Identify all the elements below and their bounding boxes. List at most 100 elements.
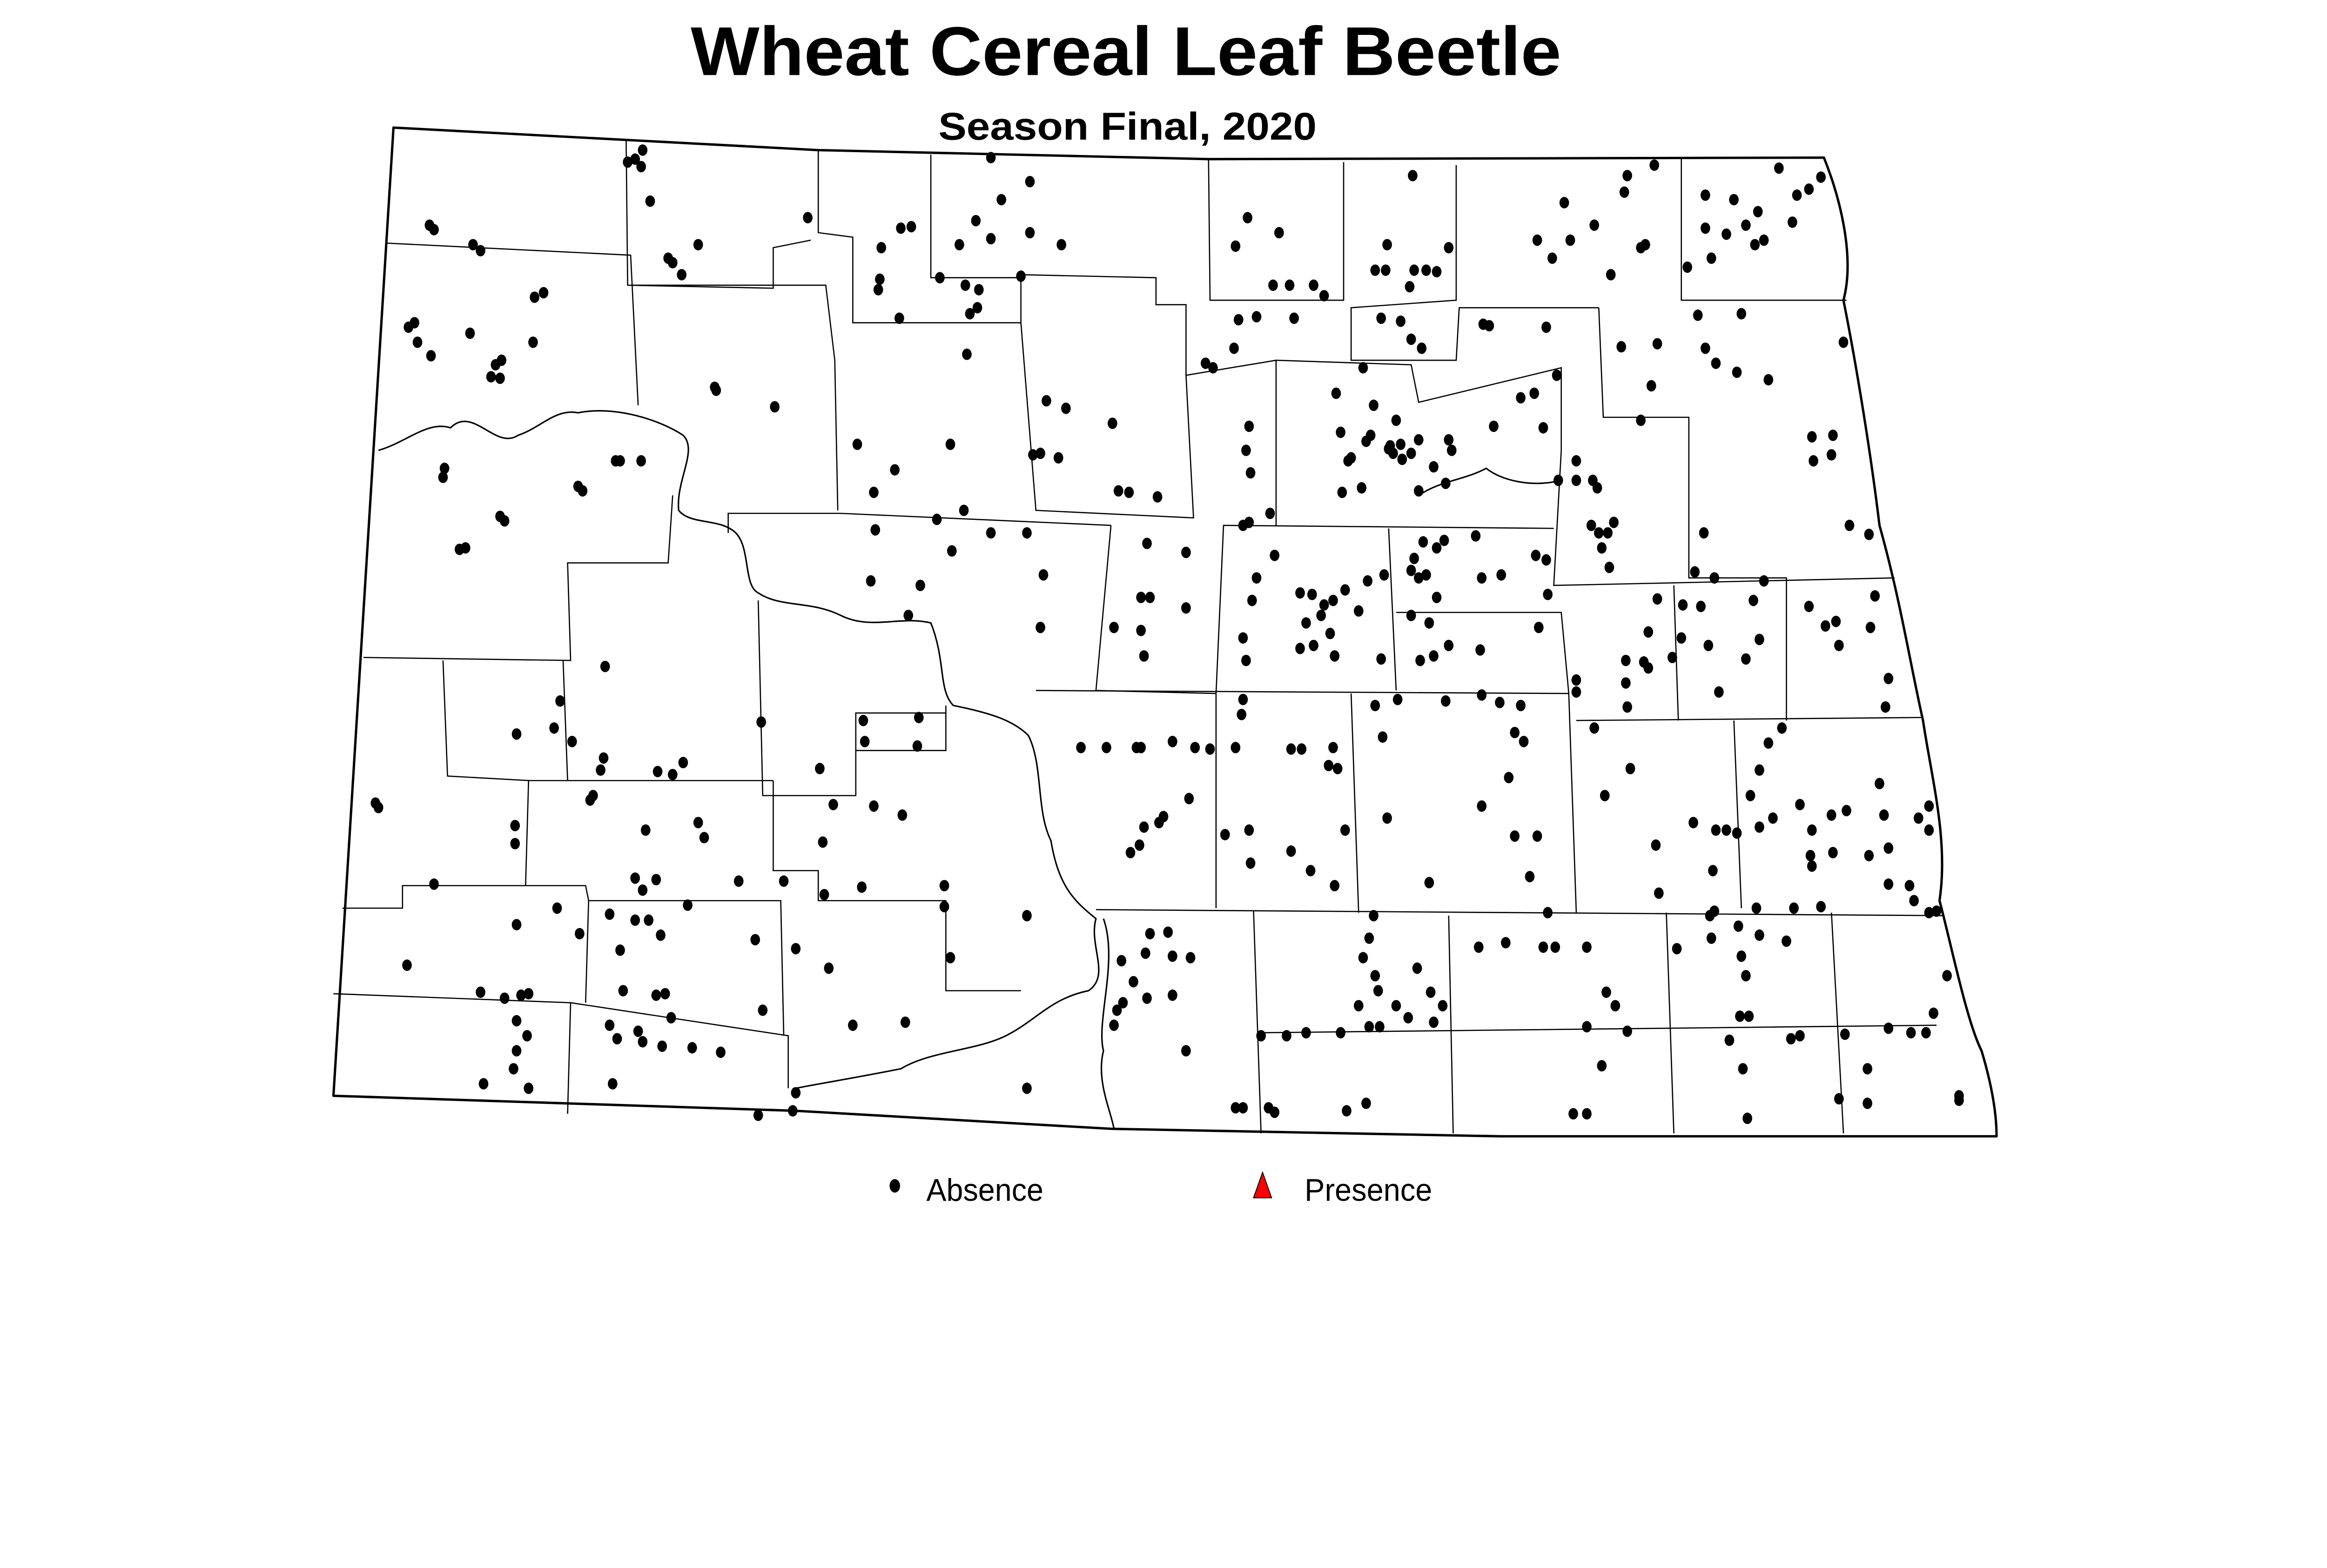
absence-marker bbox=[1924, 907, 1934, 919]
absence-marker bbox=[1541, 321, 1551, 333]
absence-marker bbox=[1759, 575, 1769, 587]
absence-marker bbox=[439, 463, 450, 474]
absence-marker bbox=[1909, 895, 1919, 907]
absence-marker bbox=[429, 224, 439, 236]
absence-marker bbox=[1251, 572, 1262, 584]
absence-marker bbox=[1606, 269, 1616, 281]
absence-marker bbox=[1735, 1010, 1745, 1022]
absence-marker bbox=[1828, 847, 1838, 859]
absence-marker bbox=[1782, 935, 1791, 947]
absence-marker bbox=[1604, 561, 1614, 573]
absence-marker bbox=[1688, 817, 1698, 828]
absence-marker bbox=[511, 1045, 522, 1057]
absence-marker bbox=[1826, 809, 1836, 821]
absence-marker bbox=[633, 1025, 643, 1037]
absence-marker bbox=[555, 695, 565, 707]
absence-marker bbox=[1714, 686, 1724, 698]
absence-marker bbox=[1053, 452, 1063, 464]
absence-marker bbox=[495, 372, 505, 384]
absence-marker bbox=[1792, 189, 1802, 201]
legend-label-presence: Presence bbox=[1305, 1173, 1432, 1208]
absence-marker bbox=[1700, 222, 1710, 234]
absence-marker bbox=[1353, 605, 1364, 617]
absence-marker bbox=[373, 801, 383, 814]
absence-marker bbox=[1340, 824, 1350, 836]
absence-marker bbox=[1184, 793, 1194, 805]
absence-marker bbox=[522, 1030, 532, 1042]
survey-markers bbox=[370, 144, 1964, 1124]
absence-marker bbox=[1112, 1004, 1122, 1016]
absence-marker bbox=[860, 735, 870, 747]
absence-marker bbox=[1510, 727, 1520, 739]
absence-marker bbox=[758, 1004, 768, 1016]
absence-marker bbox=[1552, 370, 1562, 381]
absence-marker bbox=[960, 279, 970, 291]
absence-marker bbox=[1550, 941, 1560, 953]
absence-marker bbox=[1429, 650, 1439, 662]
absence-marker bbox=[939, 901, 949, 913]
absence-marker bbox=[1421, 569, 1431, 581]
absence-marker bbox=[1744, 1010, 1754, 1022]
absence-marker bbox=[1652, 593, 1662, 605]
absence-marker bbox=[1139, 650, 1149, 662]
absence-marker bbox=[1391, 1000, 1401, 1012]
absence-marker bbox=[1325, 627, 1335, 639]
presence-symbol-icon bbox=[1253, 1171, 1272, 1198]
absence-marker bbox=[1238, 1102, 1248, 1114]
absence-marker bbox=[1696, 600, 1706, 612]
absence-marker bbox=[962, 348, 972, 360]
absence-marker bbox=[516, 989, 526, 1001]
absence-marker bbox=[869, 800, 879, 812]
absence-marker bbox=[1954, 1094, 1964, 1106]
absence-marker bbox=[1533, 621, 1544, 633]
absence-marker bbox=[848, 1019, 858, 1031]
absence-marker bbox=[1145, 592, 1155, 603]
absence-marker bbox=[1154, 817, 1164, 828]
absence-marker bbox=[1289, 312, 1299, 324]
absence-marker bbox=[1706, 252, 1716, 264]
absence-marker bbox=[1742, 1112, 1752, 1124]
absence-marker bbox=[914, 712, 924, 723]
absence-marker bbox=[1409, 264, 1419, 276]
absence-marker bbox=[644, 914, 654, 926]
absence-marker bbox=[1586, 519, 1596, 532]
absence-marker bbox=[615, 455, 625, 467]
absence-marker bbox=[615, 944, 625, 956]
absence-marker bbox=[1805, 850, 1816, 861]
absence-marker bbox=[528, 336, 538, 348]
absence-marker bbox=[1392, 693, 1403, 706]
absence-marker bbox=[900, 1016, 910, 1028]
absence-marker bbox=[524, 988, 534, 1000]
absence-marker bbox=[1330, 650, 1339, 662]
absence-marker bbox=[1406, 333, 1416, 345]
absence-marker bbox=[1129, 976, 1138, 988]
absence-marker bbox=[1406, 447, 1416, 459]
absence-marker bbox=[1804, 600, 1814, 612]
absence-marker bbox=[1724, 1034, 1735, 1046]
absence-marker bbox=[803, 212, 813, 223]
absence-marker bbox=[1200, 357, 1211, 369]
absence-marker bbox=[1238, 632, 1248, 644]
absence-marker bbox=[1444, 639, 1454, 652]
absence-marker bbox=[1774, 162, 1784, 174]
absence-marker bbox=[1432, 542, 1442, 554]
absence-marker bbox=[1471, 530, 1481, 542]
absence-marker bbox=[1475, 644, 1485, 656]
absence-marker bbox=[986, 152, 996, 163]
absence-marker bbox=[1413, 572, 1424, 584]
absence-marker bbox=[1519, 735, 1529, 747]
absence-marker bbox=[791, 943, 801, 955]
absence-marker bbox=[638, 1036, 648, 1048]
absence-marker bbox=[1489, 420, 1499, 432]
absence-marker bbox=[1109, 1019, 1119, 1031]
absence-marker bbox=[1759, 234, 1769, 246]
absence-marker bbox=[1301, 617, 1311, 629]
absence-marker bbox=[1619, 186, 1629, 198]
absence-marker bbox=[819, 888, 829, 901]
absence-marker bbox=[945, 952, 955, 963]
absence-marker bbox=[1181, 1045, 1191, 1057]
absence-marker bbox=[1763, 737, 1774, 749]
absence-marker bbox=[1531, 550, 1541, 561]
absence-marker bbox=[1396, 438, 1406, 450]
absence-marker bbox=[1883, 842, 1894, 854]
